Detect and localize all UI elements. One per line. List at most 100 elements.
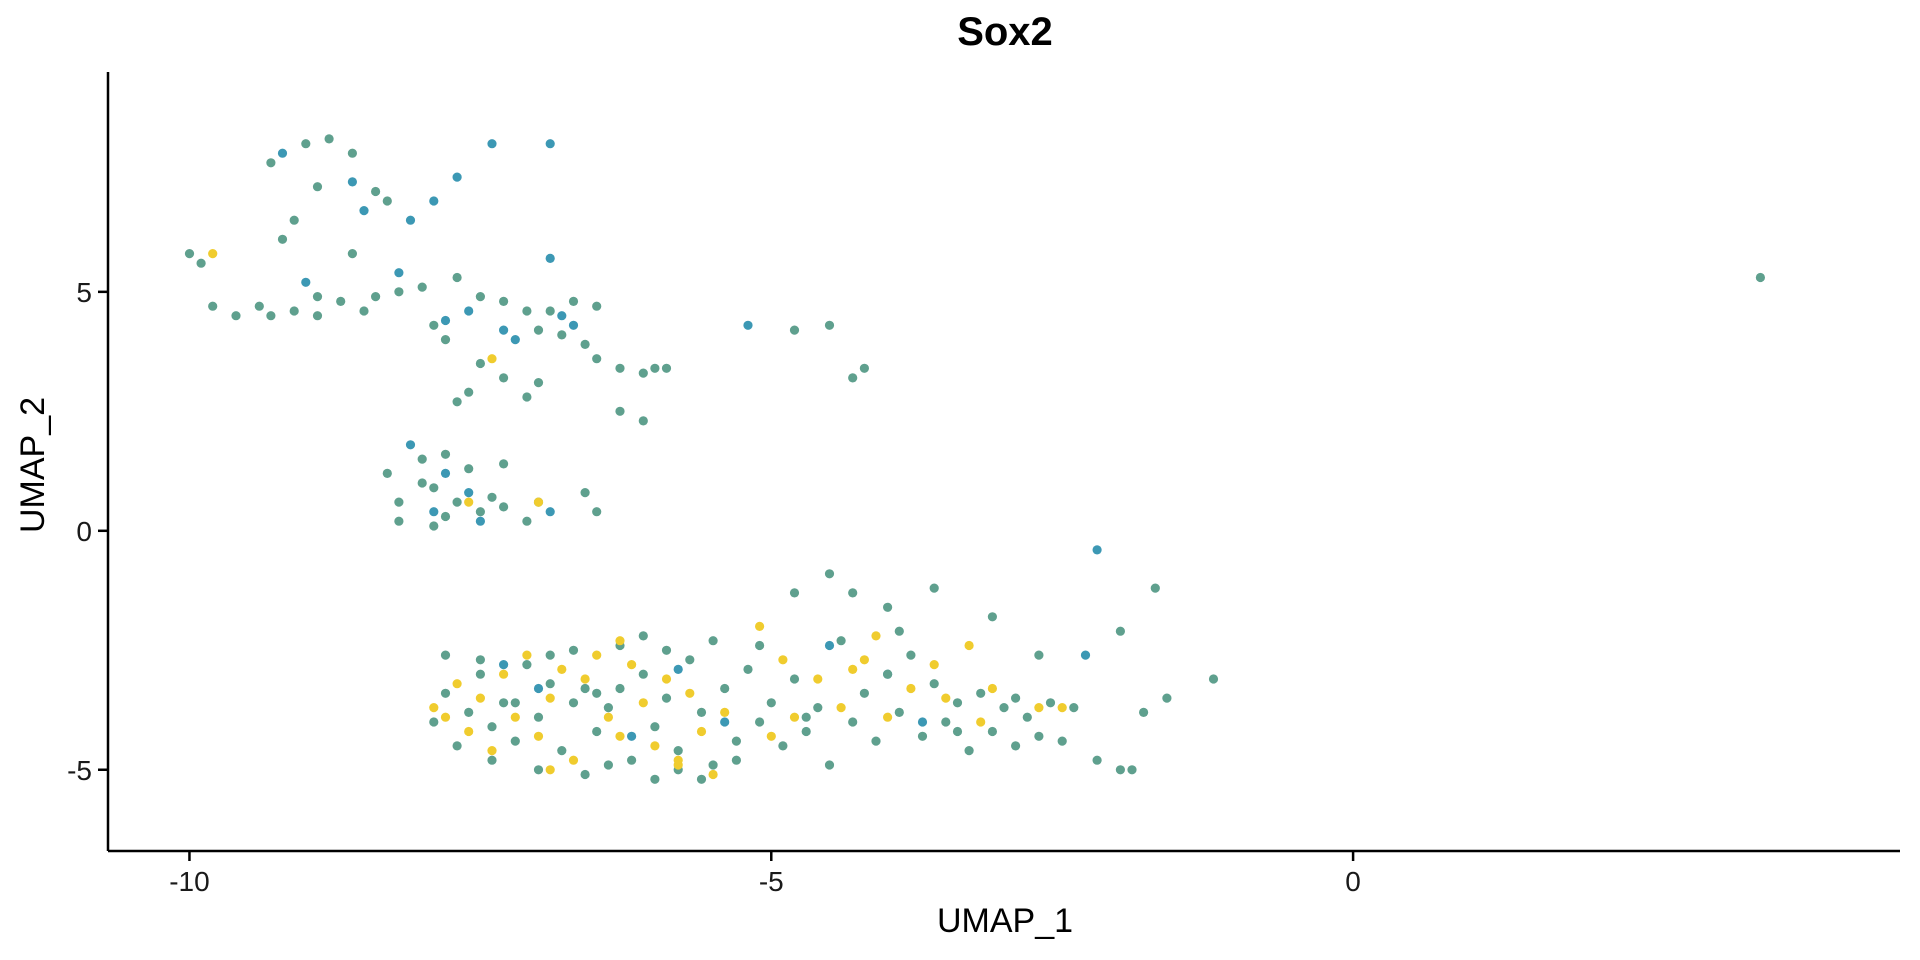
scatter-point (627, 755, 637, 765)
scatter-point (813, 703, 823, 713)
scatter-point (545, 765, 555, 775)
y-axis-title: UMAP_2 (14, 397, 52, 533)
scatter-point (580, 488, 590, 498)
scatter-point (627, 731, 637, 741)
scatter-point (208, 249, 218, 259)
scatter-point (638, 631, 648, 641)
scatter-point (510, 698, 520, 708)
scatter-series-2 (208, 249, 1067, 780)
scatter-point (964, 746, 974, 756)
scatter-point (231, 311, 241, 321)
scatter-point (312, 182, 323, 192)
scatter-point (336, 296, 346, 306)
scatter-point (673, 746, 683, 756)
scatter-point (743, 664, 753, 675)
scatter-point (254, 301, 264, 311)
scatter-point (1045, 698, 1056, 708)
scatter-point (638, 698, 648, 708)
scatter-point (499, 669, 509, 679)
scatter-point (696, 726, 707, 737)
scatter-point (533, 497, 544, 507)
scatter-point (452, 397, 462, 407)
scatter-point (1150, 583, 1160, 593)
scatter-point (603, 760, 614, 770)
scatter-point (778, 655, 788, 665)
scatter-point (405, 215, 416, 225)
points-layer (184, 134, 1765, 784)
scatter-point (917, 717, 928, 727)
scatter-point (359, 306, 369, 316)
scatter-point (615, 363, 625, 373)
scatter-point (440, 650, 451, 660)
scatter-point (1092, 545, 1102, 555)
scatter-point (883, 712, 893, 722)
scatter-point (929, 679, 939, 689)
scatter-point (906, 650, 916, 660)
scatter-point (464, 464, 474, 474)
scatter-point (824, 640, 835, 651)
scatter-point (615, 406, 625, 416)
scatter-point (638, 368, 648, 378)
scatter-point (475, 516, 485, 526)
scatter-point (557, 664, 567, 675)
scatter-point (1069, 703, 1079, 713)
scatter-point (499, 698, 509, 708)
scatter-point (720, 717, 730, 727)
scatter-point (615, 636, 625, 646)
scatter-point (824, 760, 835, 770)
scatter-point (557, 746, 567, 756)
scatter-point (661, 693, 672, 703)
scatter-point (580, 683, 590, 694)
scatter-point (1092, 755, 1102, 765)
scatter-point (394, 287, 404, 297)
scatter-point (871, 736, 881, 746)
scatter-point (731, 755, 742, 765)
scatter-point (615, 683, 625, 694)
scatter-point (708, 769, 718, 780)
scatter-point (429, 483, 439, 493)
scatter-point (347, 148, 357, 158)
scatter-point (627, 660, 637, 670)
scatter-point (894, 707, 904, 718)
scatter-point (301, 277, 311, 287)
scatter-point (499, 325, 509, 335)
scatter-point (941, 717, 951, 727)
scatter-point (580, 339, 590, 349)
scatter-point (976, 717, 986, 727)
scatter-point (452, 497, 462, 507)
scatter-point (533, 712, 544, 722)
y-tick-label: -5 (67, 755, 92, 786)
scatter-point (952, 726, 963, 737)
y-tick-label: 5 (76, 277, 92, 308)
scatter-point (766, 731, 776, 741)
scatter-point (859, 363, 870, 373)
scatter-point (324, 134, 334, 144)
scatter-point (499, 373, 509, 383)
scatter-point (429, 703, 439, 713)
scatter-point (696, 707, 707, 718)
scatter-point (429, 717, 439, 727)
scatter-point (789, 588, 800, 598)
scatter-point (894, 626, 904, 636)
scatter-point (824, 320, 835, 330)
scatter-point (1080, 650, 1091, 660)
scatter-point (382, 196, 392, 206)
scatter-point (429, 521, 439, 531)
scatter-point (568, 698, 579, 708)
scatter-point (475, 669, 485, 679)
scatter-point (382, 468, 392, 478)
scatter-point (1057, 736, 1067, 746)
scatter-point (371, 186, 381, 197)
scatter-point (417, 478, 427, 488)
scatter-point (592, 650, 602, 660)
scatter-point (371, 292, 381, 302)
scatter-point (347, 177, 357, 187)
scatter-point (987, 683, 998, 694)
scatter-point (638, 416, 648, 426)
scatter-point (650, 741, 660, 751)
scatter-point (487, 354, 497, 364)
scatter-point (522, 660, 532, 670)
scatter-point (638, 669, 648, 679)
scatter-point (650, 722, 660, 732)
